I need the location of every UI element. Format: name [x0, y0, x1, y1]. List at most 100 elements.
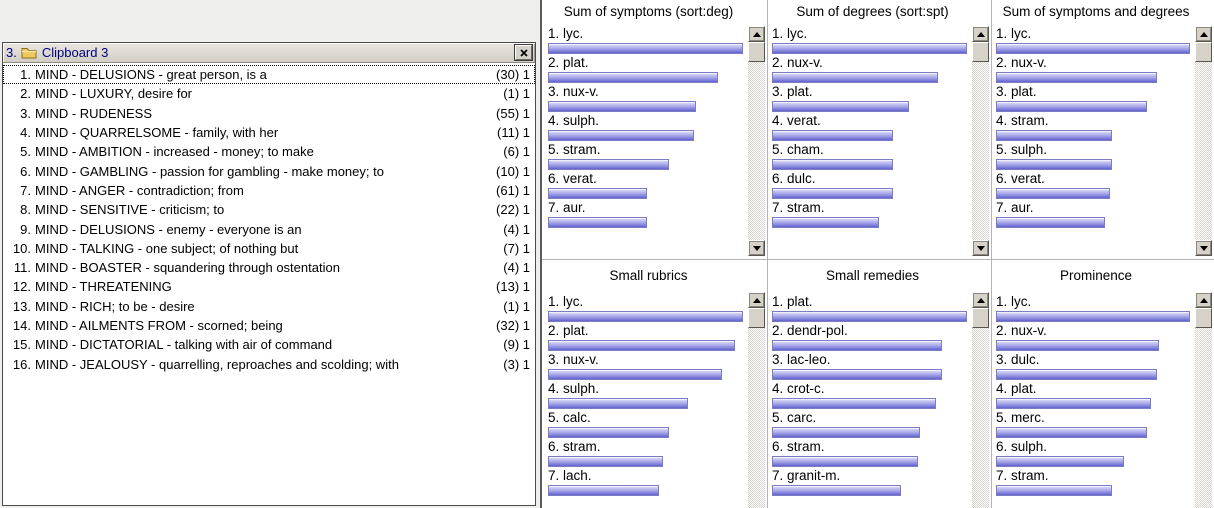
remedy-bar[interactable]: [996, 485, 1113, 496]
scrollbar-track[interactable]: [972, 328, 989, 508]
remedy-bar[interactable]: [996, 72, 1158, 83]
remedy-bar[interactable]: [548, 311, 743, 322]
scroll-up-button[interactable]: [748, 26, 765, 42]
remedy-bar[interactable]: [548, 398, 689, 409]
scroll-down-button[interactable]: [1195, 240, 1212, 256]
remedy-bar[interactable]: [772, 485, 901, 496]
scrollbar-thumb[interactable]: [1195, 42, 1212, 62]
remedy-item[interactable]: 4. plat.: [996, 381, 1190, 410]
close-button[interactable]: [515, 45, 532, 60]
scrollbar-thumb[interactable]: [1195, 308, 1212, 328]
remedy-item[interactable]: 1. lyc.: [548, 294, 743, 323]
remedy-bar[interactable]: [996, 130, 1113, 141]
remedy-item[interactable]: 6. dulc.: [772, 171, 967, 200]
remedy-item[interactable]: 2. dendr-pol.: [772, 323, 967, 352]
remedy-item[interactable]: 6. sulph.: [996, 439, 1190, 468]
remedy-item[interactable]: 5. cham.: [772, 142, 967, 171]
remedy-item[interactable]: 6. verat.: [548, 171, 743, 200]
remedy-bar[interactable]: [548, 159, 669, 170]
remedy-bar[interactable]: [772, 369, 942, 380]
remedy-item[interactable]: 7. aur.: [996, 200, 1190, 229]
rubric-row[interactable]: 3. MIND - RUDENESS (55) 1: [3, 104, 535, 123]
remedy-item[interactable]: 2. plat.: [548, 323, 743, 352]
remedy-bar[interactable]: [996, 340, 1159, 351]
remedy-bar[interactable]: [772, 72, 938, 83]
remedy-bar[interactable]: [548, 188, 648, 199]
remedy-item[interactable]: 1. lyc.: [772, 26, 967, 55]
rubric-row[interactable]: 13. MIND - RICH; to be - desire (1) 1: [3, 297, 535, 316]
remedy-item[interactable]: 5. calc.: [548, 410, 743, 439]
remedy-item[interactable]: 4. sulph.: [548, 381, 743, 410]
remedy-item[interactable]: 7. stram.: [996, 468, 1190, 497]
remedy-bar[interactable]: [548, 217, 648, 228]
remedy-bar[interactable]: [772, 427, 921, 438]
remedy-item[interactable]: 3. plat.: [996, 84, 1190, 113]
scrollbar-track[interactable]: [972, 62, 989, 240]
remedy-bar[interactable]: [772, 398, 936, 409]
rubric-row[interactable]: 6. MIND - GAMBLING - passion for gamblin…: [3, 161, 535, 180]
remedy-item[interactable]: 7. stram.: [772, 200, 967, 229]
remedy-item[interactable]: 6. stram.: [548, 439, 743, 468]
scroll-down-button[interactable]: [748, 240, 765, 256]
remedy-bar[interactable]: [772, 456, 919, 467]
scroll-down-button[interactable]: [972, 240, 989, 256]
scroll-up-button[interactable]: [1195, 292, 1212, 308]
remedy-bar[interactable]: [772, 43, 967, 54]
rubric-row[interactable]: 8. MIND - SENSITIVE - criticism; to (22)…: [3, 200, 535, 219]
remedy-item[interactable]: 1. lyc.: [996, 294, 1190, 323]
remedy-bar[interactable]: [548, 485, 660, 496]
remedy-bar[interactable]: [772, 101, 909, 112]
rubric-row[interactable]: 5. MIND - AMBITION - increased - money; …: [3, 142, 535, 161]
rubric-row[interactable]: 7. MIND - ANGER - contradiction; from (6…: [3, 181, 535, 200]
remedy-bar[interactable]: [548, 101, 697, 112]
remedy-bar[interactable]: [772, 188, 893, 199]
remedy-item[interactable]: 6. verat.: [996, 171, 1190, 200]
remedy-item[interactable]: 3. nux-v.: [548, 84, 743, 113]
remedy-item[interactable]: 6. stram.: [772, 439, 967, 468]
rubric-row[interactable]: 4. MIND - QUARRELSOME - family, with her…: [3, 123, 535, 142]
remedy-item[interactable]: 1. lyc.: [548, 26, 743, 55]
scrollbar-thumb[interactable]: [748, 308, 765, 328]
rubric-row[interactable]: 10. MIND - TALKING - one subject; of not…: [3, 239, 535, 258]
remedy-item[interactable]: 2. nux-v.: [996, 55, 1190, 84]
rubric-row[interactable]: 15. MIND - DICTATORIAL - talking with ai…: [3, 335, 535, 354]
remedy-item[interactable]: 5. carc.: [772, 410, 967, 439]
remedy-bar[interactable]: [548, 130, 695, 141]
rubric-row[interactable]: 1. MIND - DELUSIONS - great person, is a…: [3, 65, 535, 85]
remedy-bar[interactable]: [772, 130, 893, 141]
remedy-item[interactable]: 2. nux-v.: [772, 55, 967, 84]
rubric-row[interactable]: 9. MIND - DELUSIONS - enemy - everyone i…: [3, 219, 535, 238]
scrollbar-track[interactable]: [748, 62, 765, 240]
remedy-bar[interactable]: [996, 101, 1148, 112]
scrollbar-thumb[interactable]: [972, 42, 989, 62]
scroll-up-button[interactable]: [972, 26, 989, 42]
scrollbar-thumb[interactable]: [972, 308, 989, 328]
remedy-bar[interactable]: [772, 340, 942, 351]
remedy-item[interactable]: 7. aur.: [548, 200, 743, 229]
remedy-bar[interactable]: [548, 427, 669, 438]
remedy-bar[interactable]: [996, 188, 1111, 199]
scroll-up-button[interactable]: [972, 292, 989, 308]
remedy-bar[interactable]: [996, 43, 1190, 54]
remedy-bar[interactable]: [996, 398, 1152, 409]
remedy-bar[interactable]: [548, 456, 664, 467]
remedy-item[interactable]: 3. lac-leo.: [772, 352, 967, 381]
remedy-item[interactable]: 2. plat.: [548, 55, 743, 84]
remedy-bar[interactable]: [996, 369, 1158, 380]
remedy-item[interactable]: 1. lyc.: [996, 26, 1190, 55]
remedy-bar[interactable]: [772, 311, 967, 322]
remedy-item[interactable]: 4. stram.: [996, 113, 1190, 142]
rubric-row[interactable]: 12. MIND - THREATENING (13) 1: [3, 277, 535, 296]
rubric-row[interactable]: 11. MIND - BOASTER - squandering through…: [3, 258, 535, 277]
remedy-item[interactable]: 3. nux-v.: [548, 352, 743, 381]
remedy-bar[interactable]: [996, 217, 1105, 228]
remedy-bar[interactable]: [772, 217, 880, 228]
remedy-item[interactable]: 4. sulph.: [548, 113, 743, 142]
rubric-row[interactable]: 14. MIND - AILMENTS FROM - scorned; bein…: [3, 316, 535, 335]
scroll-up-button[interactable]: [1195, 26, 1212, 42]
remedy-bar[interactable]: [548, 43, 743, 54]
remedy-item[interactable]: 7. granit-m.: [772, 468, 967, 497]
remedy-bar[interactable]: [548, 72, 718, 83]
remedy-bar[interactable]: [996, 311, 1190, 322]
remedy-bar[interactable]: [548, 369, 722, 380]
